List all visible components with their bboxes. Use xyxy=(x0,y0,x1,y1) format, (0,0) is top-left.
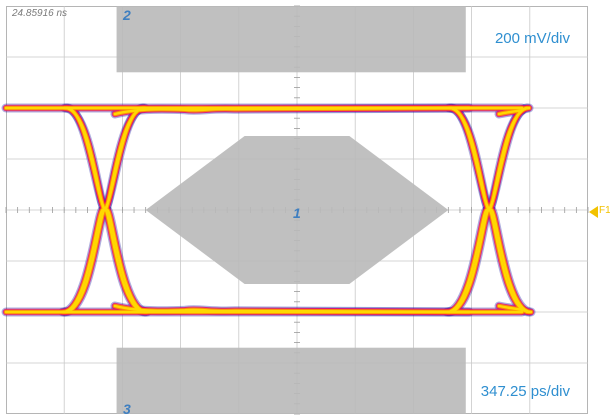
mask-label-top: 2 xyxy=(123,7,131,23)
mask-label-bottom: 3 xyxy=(123,401,131,417)
timestamp-readout: 24.85916 ns xyxy=(12,8,68,19)
eye-trace xyxy=(1,103,536,317)
mask-region-3 xyxy=(116,347,466,414)
trigger-marker-icon[interactable] xyxy=(589,206,598,218)
trigger-level-label: F1 xyxy=(599,205,610,216)
vertical-scale-readout: 200 mV/div xyxy=(494,30,570,47)
trace-core-band xyxy=(113,106,471,116)
trace-core-band xyxy=(65,106,149,314)
mask-region-1 xyxy=(145,136,449,284)
mask-region-2 xyxy=(116,6,466,73)
mask-regions xyxy=(116,6,466,414)
horizontal-scale-readout: 347.25 ps/div xyxy=(480,383,570,400)
trace-core-band xyxy=(113,304,471,314)
trace-core-band xyxy=(445,106,529,314)
trace-core-band xyxy=(61,106,145,314)
trace-core-band xyxy=(449,106,533,314)
mask-label-center: 1 xyxy=(293,205,301,221)
